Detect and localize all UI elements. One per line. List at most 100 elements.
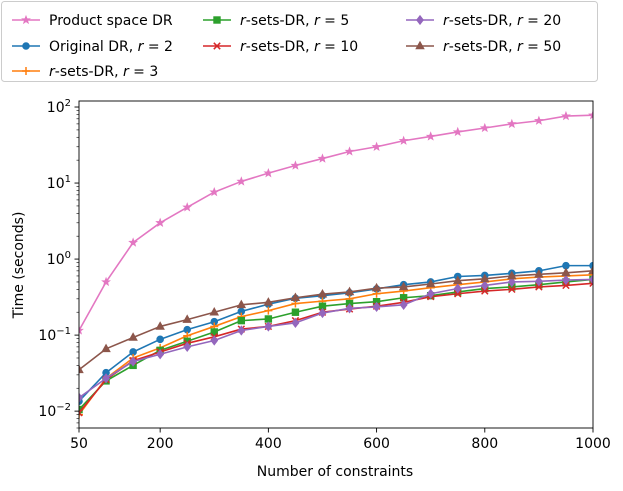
data-point-s5-15 (480, 280, 489, 291)
legend-label-3: r-sets-DR, r = 5 (240, 13, 349, 29)
data-point-s0-4 (182, 202, 193, 212)
data-point-s4-0 (79, 409, 83, 417)
series-5 (79, 274, 593, 403)
x-axis: 50 200 400 600 800 1000 (70, 428, 611, 452)
data-point-s5-7 (264, 321, 273, 332)
legend-label-4: r-sets-DR, r = 10 (240, 39, 358, 55)
y-tick-label-1: 10−1 (38, 326, 71, 344)
series-0 (79, 110, 593, 335)
data-point-s3-5 (210, 328, 218, 336)
data-point-s0-9 (317, 153, 328, 163)
legend-label-2: r-sets-DR, r = 3 (49, 64, 158, 80)
series-line-2 (79, 274, 593, 416)
y-axis: 10−2 10−1 100 101 102 (38, 98, 79, 429)
data-point-s5-11 (372, 301, 381, 313)
legend-marker-0 (21, 14, 31, 25)
legend-entry-5: r-sets-DR, r = 20 (406, 13, 561, 29)
data-point-s6-5 (209, 306, 220, 316)
data-point-s5-10 (345, 303, 354, 314)
data-point-s5-17 (534, 276, 543, 287)
data-point-s6-8 (290, 292, 301, 302)
y-tick-label-4: 102 (47, 98, 71, 116)
data-point-s0-11 (371, 141, 382, 151)
series-line-5 (79, 278, 593, 399)
data-point-s0-17 (533, 115, 544, 125)
data-point-s5-9 (318, 307, 327, 319)
data-point-s6-7 (263, 297, 274, 306)
legend-entry-1: Original DR, r = 2 (12, 39, 173, 55)
data-point-s5-2 (129, 356, 138, 367)
data-point-s4-16 (508, 285, 516, 294)
data-point-s2-19 (589, 270, 593, 279)
legend-marker-5 (416, 14, 424, 26)
data-point-s0-2 (128, 237, 139, 247)
series-6 (79, 265, 593, 374)
data-point-s5-5 (210, 335, 219, 346)
legend-entry-3: r-sets-DR, r = 5 (203, 13, 349, 29)
data-point-s5-3 (156, 349, 165, 360)
data-point-s6-13 (425, 278, 436, 288)
data-point-s4-18 (562, 281, 570, 290)
data-point-s4-15 (481, 287, 489, 295)
data-point-s6-6 (236, 299, 247, 309)
legend-entry-4: r-sets-DR, r = 10 (203, 39, 358, 55)
legend-marker-4 (213, 42, 221, 50)
data-point-s5-6 (237, 325, 246, 336)
y-tick-label-3: 101 (47, 174, 71, 192)
data-point-s4-14 (454, 290, 462, 298)
y-tick-label-0: 10−2 (38, 402, 71, 420)
x-tick-label-5: 1000 (575, 436, 611, 452)
data-point-s0-14 (452, 126, 463, 137)
legend-marker-1 (22, 42, 30, 50)
data-point-s6-0 (79, 364, 84, 374)
data-point-s6-2 (128, 332, 138, 341)
series-line-3 (79, 278, 593, 411)
x-tick-label-2: 400 (255, 436, 282, 452)
legend: Product space DR Original DR, r = 2 r-sets… (1, 1, 598, 82)
data-point-s0-1 (101, 276, 111, 287)
legend-marker-6 (415, 40, 425, 50)
data-point-s0-19 (588, 110, 593, 120)
plot-area (78, 100, 594, 429)
data-point-s6-18 (561, 267, 571, 277)
data-point-s0-18 (561, 110, 571, 121)
data-point-s6-17 (534, 269, 544, 278)
data-point-s6-16 (507, 270, 517, 280)
data-point-s6-9 (317, 288, 328, 298)
series-line-0 (79, 114, 593, 331)
legend-label-1: Original DR, r = 2 (49, 39, 173, 55)
data-point-s6-4 (182, 314, 192, 323)
x-axis-label: Number of constraints (257, 464, 413, 480)
series-line-1 (79, 264, 593, 402)
data-point-s5-13 (426, 288, 435, 299)
data-point-s6-1 (101, 343, 111, 353)
legend-label-6: r-sets-DR, r = 50 (443, 39, 561, 55)
data-point-s5-19 (589, 274, 593, 285)
data-point-s5-14 (453, 283, 462, 294)
data-point-s5-18 (562, 274, 570, 286)
data-point-s6-14 (452, 275, 463, 284)
data-point-s5-16 (507, 276, 516, 288)
data-point-s0-15 (479, 122, 490, 133)
data-point-s3-6 (237, 316, 246, 325)
data-point-s1-3 (156, 335, 164, 344)
data-point-s6-12 (398, 281, 409, 291)
legend-label-5: r-sets-DR, r = 20 (443, 13, 561, 29)
data-point-s5-4 (183, 341, 192, 353)
data-point-s6-19 (588, 265, 593, 275)
legend-entry-2: r-sets-DR, r = 3 (12, 64, 158, 80)
data-point-s6-15 (480, 273, 490, 283)
x-tick-label-1: 200 (147, 436, 174, 452)
data-point-s6-11 (371, 282, 382, 292)
series-line-6 (79, 270, 593, 371)
legend-label-0: Product space DR (49, 13, 173, 29)
data-point-s6-3 (155, 321, 165, 330)
x-tick-label-0: 50 (70, 436, 88, 452)
data-point-s0-5 (209, 186, 220, 197)
plot-frame (78, 100, 594, 429)
data-point-s0-7 (263, 167, 274, 178)
x-tick-label-4: 800 (471, 436, 498, 452)
x-tick-label-3: 600 (363, 436, 390, 452)
data-point-s0-12 (398, 135, 409, 145)
